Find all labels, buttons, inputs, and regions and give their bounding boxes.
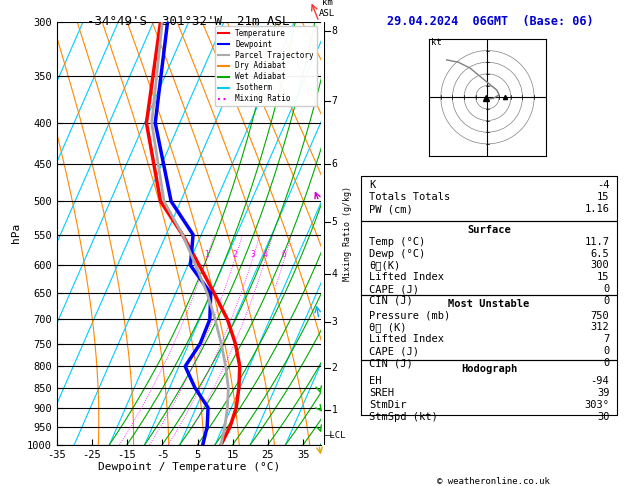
Text: LCL: LCL — [324, 431, 345, 439]
Text: 4: 4 — [263, 250, 268, 260]
Text: Temp (°C): Temp (°C) — [369, 237, 425, 247]
Text: Mixing Ratio (g/kg): Mixing Ratio (g/kg) — [343, 186, 352, 281]
Text: 3: 3 — [250, 250, 255, 260]
Text: 29.04.2024  06GMT  (Base: 06): 29.04.2024 06GMT (Base: 06) — [387, 15, 594, 28]
Text: Pressure (mb): Pressure (mb) — [369, 311, 450, 321]
Text: 0: 0 — [603, 296, 610, 306]
Text: 39: 39 — [597, 388, 610, 398]
Text: km
ASL: km ASL — [319, 0, 335, 17]
Text: Lifted Index: Lifted Index — [369, 334, 443, 345]
Text: StmSpd (kt): StmSpd (kt) — [369, 412, 438, 422]
Text: 1.16: 1.16 — [584, 204, 610, 214]
Text: © weatheronline.co.uk: © weatheronline.co.uk — [437, 477, 550, 486]
Text: 312: 312 — [591, 323, 610, 332]
Text: CIN (J): CIN (J) — [369, 296, 413, 306]
Text: 303°: 303° — [584, 400, 610, 410]
Text: -34°49'S  301°32'W  21m ASL: -34°49'S 301°32'W 21m ASL — [87, 15, 290, 28]
Text: 3: 3 — [332, 317, 338, 328]
Text: 7: 7 — [603, 334, 610, 345]
Text: θᴄ(K): θᴄ(K) — [369, 260, 400, 270]
Text: EH: EH — [369, 376, 381, 386]
Text: StmDir: StmDir — [369, 400, 406, 410]
Text: Hodograph: Hodograph — [461, 364, 517, 374]
Text: 6: 6 — [332, 159, 338, 169]
Text: 1: 1 — [332, 405, 338, 416]
Text: SREH: SREH — [369, 388, 394, 398]
Text: 15: 15 — [597, 192, 610, 202]
Text: 30: 30 — [597, 412, 610, 422]
Text: Lifted Index: Lifted Index — [369, 272, 443, 282]
Text: CIN (J): CIN (J) — [369, 358, 413, 368]
Text: 15: 15 — [597, 272, 610, 282]
Text: 2: 2 — [332, 363, 338, 373]
Text: K: K — [369, 180, 375, 191]
Text: 0: 0 — [603, 346, 610, 356]
Text: 0: 0 — [603, 284, 610, 294]
Text: Dewp (°C): Dewp (°C) — [369, 248, 425, 259]
Text: PW (cm): PW (cm) — [369, 204, 413, 214]
Text: Most Unstable: Most Unstable — [448, 299, 530, 309]
Text: θᴄ (K): θᴄ (K) — [369, 323, 406, 332]
Legend: Temperature, Dewpoint, Parcel Trajectory, Dry Adiabat, Wet Adiabat, Isotherm, Mi: Temperature, Dewpoint, Parcel Trajectory… — [214, 26, 317, 106]
Text: 300: 300 — [591, 260, 610, 270]
Text: 4: 4 — [332, 269, 338, 279]
Text: 0: 0 — [603, 358, 610, 368]
Text: 11.7: 11.7 — [584, 237, 610, 247]
Text: CAPE (J): CAPE (J) — [369, 284, 419, 294]
Text: 6.5: 6.5 — [591, 248, 610, 259]
X-axis label: Dewpoint / Temperature (°C): Dewpoint / Temperature (°C) — [97, 462, 280, 472]
Text: Surface: Surface — [467, 225, 511, 235]
Text: Totals Totals: Totals Totals — [369, 192, 450, 202]
Y-axis label: hPa: hPa — [11, 223, 21, 243]
Text: 5: 5 — [332, 217, 338, 227]
Text: 7: 7 — [332, 96, 338, 106]
Text: kt: kt — [431, 38, 442, 47]
Text: 750: 750 — [591, 311, 610, 321]
Text: CAPE (J): CAPE (J) — [369, 346, 419, 356]
Text: -4: -4 — [597, 180, 610, 191]
Text: 6: 6 — [282, 250, 287, 260]
Text: 1: 1 — [204, 250, 209, 260]
Text: 2: 2 — [233, 250, 237, 260]
Text: 8: 8 — [332, 26, 338, 36]
Text: -94: -94 — [591, 376, 610, 386]
